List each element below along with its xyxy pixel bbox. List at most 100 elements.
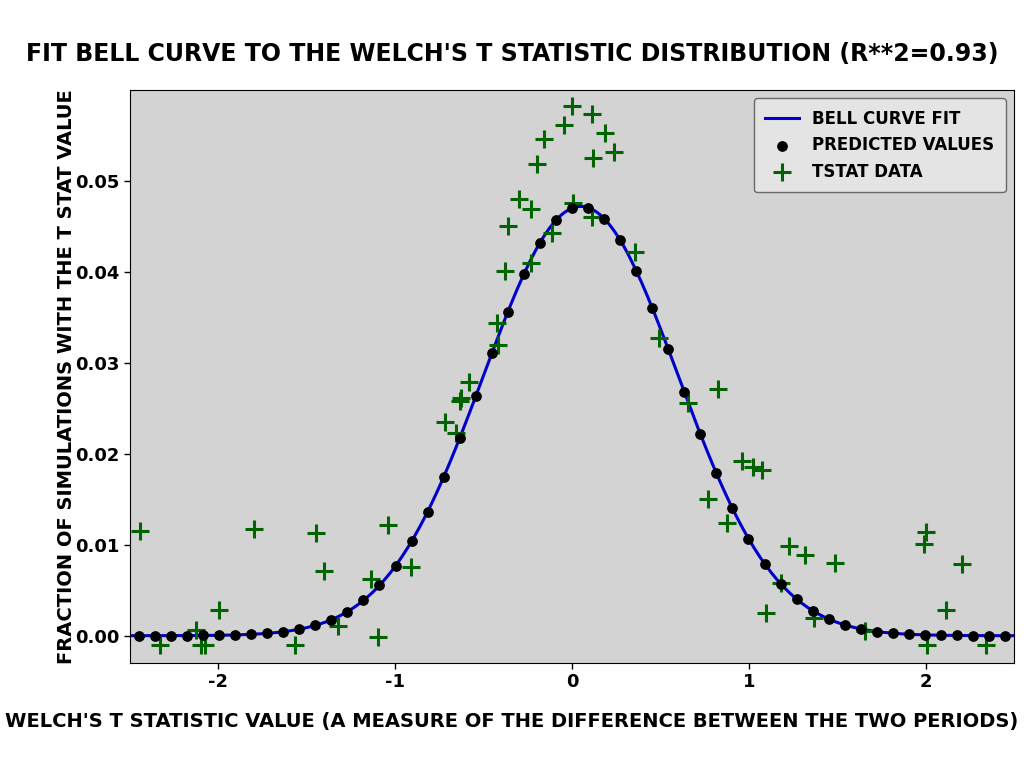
TSTAT DATA xyxy=(806,612,822,624)
BELL CURVE FIT xyxy=(653,321,666,330)
BELL CURVE FIT xyxy=(1008,631,1020,640)
PREDICTED VALUES xyxy=(692,428,709,440)
PREDICTED VALUES xyxy=(740,533,757,545)
PREDICTED VALUES xyxy=(660,343,677,356)
PREDICTED VALUES xyxy=(435,471,452,483)
TSTAT DATA xyxy=(488,317,505,329)
BELL CURVE FIT xyxy=(127,631,139,640)
TSTAT DATA xyxy=(734,456,751,468)
TSTAT DATA xyxy=(953,558,970,570)
TSTAT DATA xyxy=(536,133,552,145)
PREDICTED VALUES xyxy=(901,628,918,640)
PREDICTED VALUES xyxy=(531,237,548,249)
TSTAT DATA xyxy=(500,220,516,232)
PREDICTED VALUES xyxy=(805,604,821,617)
TSTAT DATA xyxy=(856,625,872,637)
BELL CURVE FIT xyxy=(573,202,586,211)
TSTAT DATA xyxy=(490,340,507,352)
TSTAT DATA xyxy=(584,108,600,120)
PREDICTED VALUES xyxy=(403,536,420,548)
TSTAT DATA xyxy=(187,623,204,636)
PREDICTED VALUES xyxy=(211,629,227,642)
Text: WELCH'S T STATISTIC VALUE (A MEASURE OF THE DIFFERENCE BETWEEN THE TWO PERIODS): WELCH'S T STATISTIC VALUE (A MEASURE OF … xyxy=(5,712,1019,730)
TSTAT DATA xyxy=(497,265,513,277)
TSTAT DATA xyxy=(246,523,262,535)
PREDICTED VALUES xyxy=(483,347,500,359)
TSTAT DATA xyxy=(447,427,464,439)
TSTAT DATA xyxy=(827,556,844,568)
BELL CURVE FIT xyxy=(668,360,680,369)
Line: BELL CURVE FIT: BELL CURVE FIT xyxy=(130,207,1014,636)
PREDICTED VALUES xyxy=(131,629,147,642)
PREDICTED VALUES xyxy=(355,594,372,607)
TSTAT DATA xyxy=(563,100,580,112)
TSTAT DATA xyxy=(919,526,935,538)
TSTAT DATA xyxy=(711,383,727,395)
TSTAT DATA xyxy=(528,158,545,170)
PREDICTED VALUES xyxy=(724,502,740,514)
PREDICTED VALUES xyxy=(580,201,596,214)
BELL CURVE FIT xyxy=(124,631,136,640)
PREDICTED VALUES xyxy=(387,560,403,572)
TSTAT DATA xyxy=(745,462,762,474)
TSTAT DATA xyxy=(754,465,770,477)
PREDICTED VALUES xyxy=(628,265,644,277)
PREDICTED VALUES xyxy=(820,613,837,625)
TSTAT DATA xyxy=(380,518,396,530)
TSTAT DATA xyxy=(153,639,169,651)
BELL CURVE FIT xyxy=(871,627,884,636)
TSTAT DATA xyxy=(556,119,572,131)
Legend: BELL CURVE FIT, PREDICTED VALUES, TSTAT DATA: BELL CURVE FIT, PREDICTED VALUES, TSTAT … xyxy=(754,98,1006,192)
PREDICTED VALUES xyxy=(965,629,981,642)
PREDICTED VALUES xyxy=(291,623,307,636)
BELL CURVE FIT xyxy=(650,314,663,323)
TSTAT DATA xyxy=(544,227,560,239)
TSTAT DATA xyxy=(773,577,790,589)
TSTAT DATA xyxy=(565,198,582,210)
PREDICTED VALUES xyxy=(227,629,244,641)
PREDICTED VALUES xyxy=(468,390,484,402)
PREDICTED VALUES xyxy=(548,214,564,227)
TSTAT DATA xyxy=(606,146,623,159)
PREDICTED VALUES xyxy=(997,629,1014,642)
PREDICTED VALUES xyxy=(885,627,901,639)
PREDICTED VALUES xyxy=(709,467,725,479)
PREDICTED VALUES xyxy=(275,626,292,638)
TSTAT DATA xyxy=(330,620,346,632)
PREDICTED VALUES xyxy=(596,212,612,224)
TSTAT DATA xyxy=(454,392,470,404)
TSTAT DATA xyxy=(287,639,303,651)
PREDICTED VALUES xyxy=(981,629,997,642)
TSTAT DATA xyxy=(915,539,932,551)
PREDICTED VALUES xyxy=(307,620,324,632)
TSTAT DATA xyxy=(197,639,213,651)
PREDICTED VALUES xyxy=(757,558,773,570)
TSTAT DATA xyxy=(461,375,477,388)
PREDICTED VALUES xyxy=(420,506,436,518)
Text: FRACTION OF SIMULATIONS WITH THE T STAT VALUE: FRACTION OF SIMULATIONS WITH THE T STAT … xyxy=(57,89,76,664)
PREDICTED VALUES xyxy=(949,629,966,642)
TSTAT DATA xyxy=(719,517,735,529)
TSTAT DATA xyxy=(402,561,419,573)
PREDICTED VALUES xyxy=(868,626,885,638)
TSTAT DATA xyxy=(315,565,332,578)
PREDICTED VALUES xyxy=(243,628,259,640)
TSTAT DATA xyxy=(758,607,774,619)
PREDICTED VALUES xyxy=(179,629,196,642)
TSTAT DATA xyxy=(364,573,380,585)
TSTAT DATA xyxy=(627,246,643,258)
TSTAT DATA xyxy=(510,193,526,205)
PREDICTED VALUES xyxy=(516,268,532,280)
TSTAT DATA xyxy=(919,639,935,651)
PREDICTED VALUES xyxy=(676,386,692,398)
PREDICTED VALUES xyxy=(339,606,355,618)
TSTAT DATA xyxy=(522,256,539,269)
TSTAT DATA xyxy=(937,604,953,617)
TSTAT DATA xyxy=(132,525,148,537)
PREDICTED VALUES xyxy=(163,629,179,642)
PREDICTED VALUES xyxy=(452,432,468,444)
TSTAT DATA xyxy=(308,526,325,539)
TSTAT DATA xyxy=(584,211,600,223)
PREDICTED VALUES xyxy=(644,301,660,314)
PREDICTED VALUES xyxy=(500,306,516,318)
